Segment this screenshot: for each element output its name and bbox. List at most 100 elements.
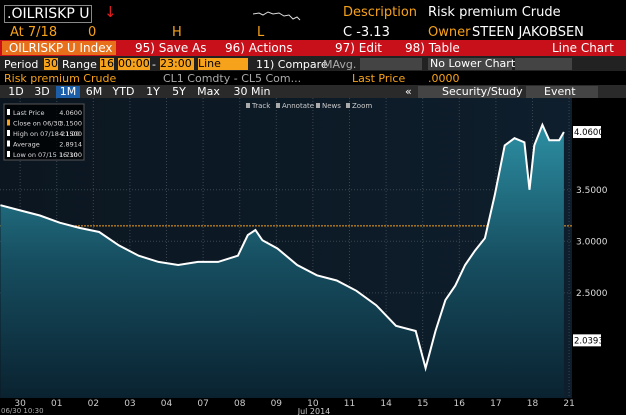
field: Last Price xyxy=(352,72,406,85)
open: 0 xyxy=(88,25,97,40)
legend-label: Low on 07/15 16:30 xyxy=(13,151,78,159)
event[interactable]: Event xyxy=(526,86,598,98)
menu-item[interactable]: 96) Actions xyxy=(225,41,293,55)
desc-label: Description xyxy=(343,5,418,20)
x-tick-label: 03 xyxy=(124,399,135,409)
y-tick-label: 3.5000 xyxy=(576,186,608,196)
legend-value: 4.1500 xyxy=(59,130,82,138)
legend-label: High on 07/18 21:00 xyxy=(13,130,80,138)
chart-type[interactable]: Line Chart xyxy=(552,41,614,55)
ticker: .OILRISKP U xyxy=(4,5,93,23)
legend-swatch xyxy=(7,151,10,157)
price-tag-label: 4.0600 xyxy=(574,128,604,138)
tab[interactable]: 5Y xyxy=(172,85,186,98)
legend-swatch xyxy=(7,130,10,136)
tab[interactable]: YTD xyxy=(112,85,135,98)
start-field[interactable]: 00:00 xyxy=(118,57,150,70)
owner-label: Owner xyxy=(428,25,471,40)
x-tick-label: 16 xyxy=(454,399,466,409)
at-label: At 7/18 xyxy=(10,25,58,40)
menu-bar xyxy=(0,40,626,56)
sparkline xyxy=(253,11,301,21)
tool-icon xyxy=(276,103,280,108)
x-tick-label: 11 xyxy=(344,399,355,409)
range-field[interactable]: 16 xyxy=(100,57,114,70)
price-line xyxy=(0,122,565,372)
tab[interactable]: 3D xyxy=(34,85,50,98)
price-tag-label: 2.0393 xyxy=(574,336,604,346)
x-tick-label: 17 xyxy=(490,399,501,409)
x-tick-label: 09 xyxy=(271,399,283,409)
change: C -3.13 xyxy=(343,25,390,40)
x-tick-label: 30 xyxy=(14,399,26,409)
field-value: .0000 xyxy=(428,72,460,85)
tool-icon xyxy=(316,103,320,108)
legend-box xyxy=(3,103,85,161)
x-tick-label: 02 xyxy=(88,399,99,409)
legend-label: Average xyxy=(13,141,40,149)
legend-value: 3.1500 xyxy=(59,120,82,128)
tool-icon xyxy=(346,103,350,108)
legend-swatch xyxy=(7,140,10,147)
header-row xyxy=(0,0,626,24)
tool[interactable]: Zoom xyxy=(352,102,372,110)
compare[interactable]: 11) Compare xyxy=(256,58,328,71)
lower-chart[interactable]: No Lower Chart xyxy=(428,57,516,70)
x-tick-label: 07 xyxy=(197,399,208,409)
tab[interactable]: 30 Min xyxy=(233,85,271,98)
price-tag xyxy=(573,334,601,347)
down-arrow: ↓ xyxy=(104,3,117,21)
x-tick-label: 08 xyxy=(234,399,246,409)
security-study[interactable]: Security/Study xyxy=(418,86,523,98)
tab[interactable]: 1D xyxy=(8,85,24,98)
legend-value: 1.7100 xyxy=(59,151,82,159)
mavg[interactable]: MAvg. xyxy=(323,58,357,71)
x-tick-label: 04 xyxy=(161,399,173,409)
x-tick-label: 14 xyxy=(380,399,392,409)
tool[interactable]: Track xyxy=(251,102,271,110)
tab[interactable]: 6M xyxy=(85,85,103,98)
period-label: Period xyxy=(4,58,39,71)
y-tick-label: 3.0000 xyxy=(576,237,608,247)
tool[interactable]: News xyxy=(322,102,341,110)
lower-field[interactable] xyxy=(515,58,572,70)
end-field[interactable]: 23:00 xyxy=(160,58,194,70)
tab[interactable]: 1M xyxy=(56,86,80,98)
x-tick-label: 21 xyxy=(563,399,574,409)
x-tick-label: 01 xyxy=(51,399,62,409)
period-field[interactable]: 30 xyxy=(44,57,58,70)
style-field[interactable]: Line xyxy=(198,58,248,70)
x-axis-label: Jul 2014 xyxy=(297,407,331,415)
legend-swatch xyxy=(7,109,10,115)
y-tick-label: 2.5000 xyxy=(576,289,608,299)
legend-value: 2.8914 xyxy=(59,141,82,149)
dash: - xyxy=(152,58,156,71)
start-label: 06/30 10:30 xyxy=(1,407,44,415)
mavg-field[interactable] xyxy=(360,58,422,70)
menu-item[interactable]: 95) Save As xyxy=(135,41,207,55)
price-tag xyxy=(573,126,601,139)
tab[interactable]: 1Y xyxy=(146,85,160,98)
owner: STEEN JAKOBSEN xyxy=(472,25,584,40)
legend-value: 4.0600 xyxy=(59,109,82,117)
tool[interactable]: Annotate xyxy=(282,102,314,110)
legend-label: Last Price xyxy=(13,109,44,117)
tool-icon xyxy=(246,103,250,108)
legend-label: Close on 06/30 xyxy=(13,120,62,128)
info-title: Risk premium Crude xyxy=(4,72,117,85)
high: H xyxy=(172,25,182,40)
menu-item[interactable]: 98) Table xyxy=(405,41,460,55)
low: L xyxy=(257,25,265,40)
range-label: Range xyxy=(62,58,97,71)
formula: CL1 Comdty - CL5 Com... xyxy=(163,72,302,85)
x-tick-label: 15 xyxy=(417,399,428,409)
description: Risk premium Crude xyxy=(428,5,561,20)
area xyxy=(0,124,564,399)
tab[interactable]: Max xyxy=(197,85,220,98)
x-tick-label: 10 xyxy=(307,399,319,409)
security-field[interactable]: .OILRISKP U Index xyxy=(2,41,116,55)
collapse[interactable]: « xyxy=(405,85,412,98)
menu-item[interactable]: 97) Edit xyxy=(335,41,383,55)
